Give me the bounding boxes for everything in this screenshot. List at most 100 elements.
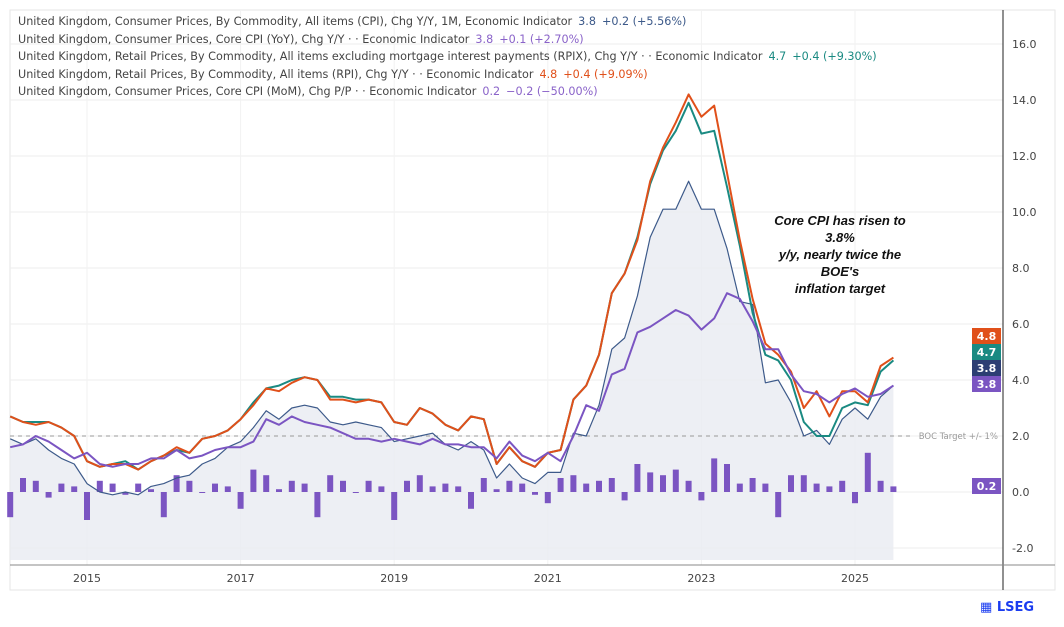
core-mom-bar: [58, 483, 65, 492]
bars-layer: [7, 452, 897, 520]
core-mom-bar: [621, 492, 628, 501]
legend: United Kingdom, Consumer Prices, By Comm…: [18, 13, 877, 101]
legend-item[interactable]: United Kingdom, Consumer Prices, Core CP…: [18, 83, 877, 101]
core-mom-bar: [173, 475, 180, 492]
core-mom-bar: [429, 486, 436, 492]
cpi-line: [9, 180, 894, 496]
last-value-tag: [972, 376, 1001, 392]
core-mom-bar: [212, 483, 218, 492]
y-tick-label: 0.0: [1012, 486, 1030, 499]
core-mom-bar: [109, 483, 116, 492]
core-mom-bar: [455, 486, 462, 492]
lseg-logo: ▦ LSEG: [980, 600, 1034, 615]
legend-change: +0.4 (+9.09%): [563, 67, 648, 81]
core-mom-bar: [327, 475, 334, 492]
core-mom-bar: [96, 480, 103, 492]
core-mom-bar: [442, 483, 449, 492]
y-tick-label: -2.0: [1012, 542, 1033, 555]
core-mom-bar: [468, 492, 474, 509]
legend-item[interactable]: United Kingdom, Consumer Prices, Core CP…: [18, 31, 877, 49]
core-mom-bar: [378, 486, 385, 492]
last-value-tag: [972, 360, 1001, 376]
core-mom-bar: [544, 492, 551, 504]
legend-value: 4.7: [768, 50, 787, 64]
last-value-tag: [972, 344, 1001, 360]
core-mom-bar: [480, 478, 487, 492]
y-tick-label: 14.0: [1012, 94, 1037, 107]
legend-label: United Kingdom, Consumer Prices, Core CP…: [18, 85, 477, 99]
core-mom-bar: [506, 480, 513, 492]
last-value-tag: [972, 478, 1001, 494]
core-mom-bar: [352, 492, 359, 493]
logo-text: LSEG: [996, 600, 1035, 615]
legend-label: United Kingdom, Retail Prices, By Commod…: [18, 67, 534, 81]
y-axis-ticks: -2.0 0.0 2.0 4.0 6.0 8.0 10.0 12.0 14.0 16.0: [1012, 38, 1037, 555]
core-mom-bar: [634, 464, 641, 492]
legend-item[interactable]: United Kingdom, Retail Prices, By Commod…: [18, 66, 877, 84]
x-tick-label: 2025: [841, 572, 869, 585]
core-mom-bar: [864, 452, 871, 492]
core-mom-bar: [736, 483, 743, 492]
core-mom-bar: [250, 469, 257, 492]
last-value-label: 0.2: [977, 480, 997, 493]
last-value-label: 3.8: [977, 378, 997, 391]
core-mom-bar: [519, 483, 526, 492]
core-mom-bar: [84, 492, 90, 520]
last-value-tags: 4.8 4.7 3.8 3.8 0.2: [972, 328, 1001, 494]
core-mom-bar: [237, 492, 244, 509]
core-mom-bar: [160, 492, 167, 518]
core-mom-bar: [391, 492, 398, 520]
y-tick-label: 10.0: [1012, 206, 1037, 219]
core-mom-bar: [45, 492, 52, 498]
core-mom-bar: [890, 486, 897, 492]
core-mom-bar: [583, 483, 590, 492]
legend-change: −0.2 (−50.00%): [506, 85, 598, 99]
annotation-line: Core CPI has risen to 3.8%: [774, 213, 906, 245]
x-tick-label: 2021: [534, 572, 562, 585]
y-tick-label: 4.0: [1012, 374, 1030, 387]
legend-label: United Kingdom, Retail Prices, By Commod…: [18, 50, 763, 64]
core-mom-bar: [557, 478, 564, 492]
core-mom-bar: [724, 464, 730, 492]
core-mom-bar: [288, 480, 295, 492]
core-mom-bar: [71, 486, 78, 492]
core-mom-bar: [199, 492, 206, 493]
grid: [10, 10, 1003, 565]
core-mom-bar: [32, 480, 39, 492]
legend-label: United Kingdom, Consumer Prices, Core CP…: [18, 32, 470, 46]
legend-value: 4.8: [539, 67, 558, 81]
annotation-line: inflation target: [794, 281, 886, 296]
x-axis-ticks: 2015 2017 2019 2021 2023 2025: [73, 572, 869, 585]
annotation: Core CPI has risen to 3.8% y/y, nearly t…: [760, 212, 920, 297]
y-tick-label: 6.0: [1012, 318, 1030, 331]
legend-item[interactable]: United Kingdom, Consumer Prices, By Comm…: [18, 13, 877, 31]
legend-item[interactable]: United Kingdom, Retail Prices, By Commod…: [18, 48, 877, 66]
core-mom-bar: [685, 480, 692, 492]
core-mom-bar: [186, 480, 193, 492]
core-mom-bar: [762, 483, 769, 492]
core-mom-bar: [877, 480, 884, 492]
core-mom-bar: [647, 472, 654, 492]
core-mom-bar: [416, 475, 423, 492]
last-value-label: 3.8: [977, 362, 997, 375]
core-mom-bar: [788, 475, 794, 492]
legend-change: +0.2 (+5.56%): [601, 15, 687, 28]
lines-layer: [9, 93, 895, 496]
core-mom-bar: [340, 480, 346, 492]
x-tick-label: 2019: [380, 572, 408, 585]
core-mom-bar: [813, 483, 820, 492]
core-mom-bar: [7, 492, 14, 518]
core-mom-bar: [839, 480, 846, 492]
y-tick-label: 16.0: [1012, 38, 1037, 51]
y-tick-label: 12.0: [1012, 150, 1037, 163]
core_yoy-line: [9, 292, 894, 468]
legend-value: 3.8: [475, 32, 494, 46]
last-value-label: 4.8: [977, 330, 997, 343]
boc-target-label: BOC Target +/- 1%: [919, 432, 998, 442]
core-mom-bar: [365, 480, 372, 492]
core-mom-bar: [135, 483, 142, 492]
core-mom-bar: [800, 475, 807, 492]
y-tick-label: 8.0: [1012, 262, 1030, 275]
last-value-tag: [972, 328, 1001, 344]
